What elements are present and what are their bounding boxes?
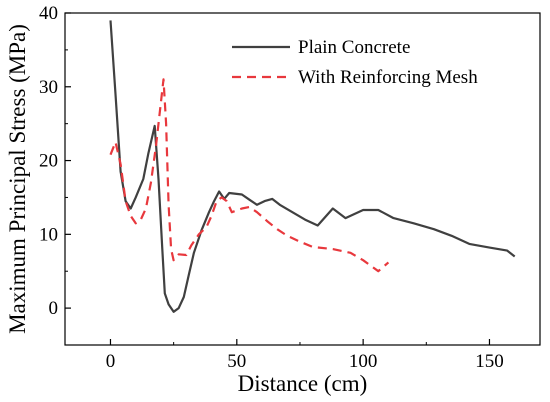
series-line-with-reinforcing-mesh xyxy=(109,78,390,273)
y-axis-title: Maximum Principal Stress (MPa) xyxy=(5,24,30,334)
axis-ticks: 0 50 100 150 0 10 20 30 40 xyxy=(39,3,504,372)
y-tick-label: 20 xyxy=(39,151,58,172)
x-tick-label: 100 xyxy=(349,351,378,372)
y-tick-label: 10 xyxy=(39,224,58,245)
y-tick-label: 0 xyxy=(49,298,59,319)
series-line-plain-concrete xyxy=(109,20,516,313)
x-tick-label: 150 xyxy=(475,351,504,372)
x-tick-label: 0 xyxy=(106,351,116,372)
legend-label-with-reinforcing-mesh: With Reinforcing Mesh xyxy=(298,67,478,88)
legend-label-plain-concrete: Plain Concrete xyxy=(298,37,410,58)
y-tick-label: 40 xyxy=(39,3,58,24)
x-axis-title: Distance (cm) xyxy=(238,371,368,396)
series-layer xyxy=(109,20,516,313)
plot-frame xyxy=(64,12,541,346)
x-tick-label: 50 xyxy=(227,351,246,372)
y-tick-label: 30 xyxy=(39,77,58,98)
legend: Plain Concrete With Reinforcing Mesh xyxy=(232,37,478,88)
